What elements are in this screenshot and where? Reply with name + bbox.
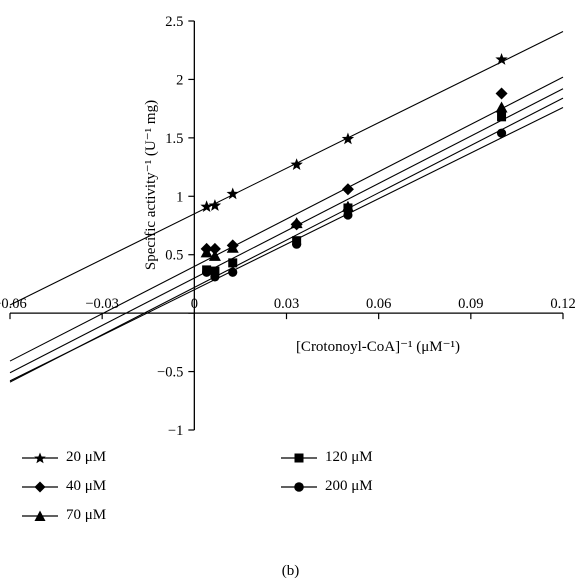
data-point-star	[208, 199, 222, 211]
data-point-triangle	[495, 101, 508, 113]
data-point-diamond	[341, 183, 354, 196]
data-point-circle	[292, 239, 302, 249]
data-point-diamond	[495, 87, 508, 100]
data-point-star	[341, 132, 355, 145]
data-point-star	[495, 53, 508, 65]
y-axis-label: Specific activity⁻¹ (U⁻¹ mg)	[143, 100, 159, 270]
x-tick-label: 0.12	[550, 296, 575, 312]
x-tick-label: 0.09	[458, 296, 483, 312]
axes	[9, 20, 564, 431]
x-tick-label: 0	[191, 296, 198, 312]
y-tick-label: −1	[168, 423, 183, 439]
fit-lines	[9, 31, 564, 383]
series-fit-line	[9, 31, 564, 306]
data-point-triangle	[200, 246, 213, 258]
x-axis-label: [Crotonoyl-CoA]⁻¹ (μM⁻¹)	[296, 339, 460, 355]
y-tick-label: 1.5	[165, 131, 183, 147]
data-point-square	[210, 266, 220, 276]
data-point-star	[200, 200, 213, 213]
data-point-circle	[202, 267, 212, 277]
y-tick-label: 1	[176, 189, 183, 205]
data-point-star	[226, 187, 239, 200]
y-tick-label: −0.5	[157, 365, 183, 381]
data-point-diamond	[208, 242, 221, 255]
data-markers	[200, 53, 508, 282]
y-tick-label: 0.5	[165, 248, 183, 264]
data-point-square	[497, 112, 507, 122]
series-fit-line	[9, 88, 564, 374]
data-point-square	[228, 258, 238, 268]
data-point-triangle	[290, 217, 303, 229]
figure-caption: (b)	[281, 563, 300, 579]
data-point-star	[290, 158, 303, 170]
tick-labels: −0.06 −0.03 0 0.03 0.06 0.09 0.12 2.5 2 1.5 1 0.5 −0…	[0, 14, 576, 439]
x-tick-label: −0.06	[0, 296, 27, 312]
data-point-circle	[496, 128, 507, 138]
data-point-triangle	[226, 241, 239, 253]
data-point-circle	[343, 210, 353, 220]
data-point-circle	[228, 267, 238, 277]
data-point-square	[343, 203, 353, 213]
x-tick-label: 0.06	[366, 296, 391, 312]
y-tick-label: 2	[176, 72, 183, 88]
series-fit-line	[9, 106, 564, 382]
data-point-triangle	[208, 249, 221, 261]
data-point-circle	[210, 272, 220, 282]
x-tick-label: 0.03	[274, 296, 299, 312]
y-tick-label: 2.5	[165, 14, 183, 30]
x-tick-label: −0.03	[85, 296, 119, 312]
